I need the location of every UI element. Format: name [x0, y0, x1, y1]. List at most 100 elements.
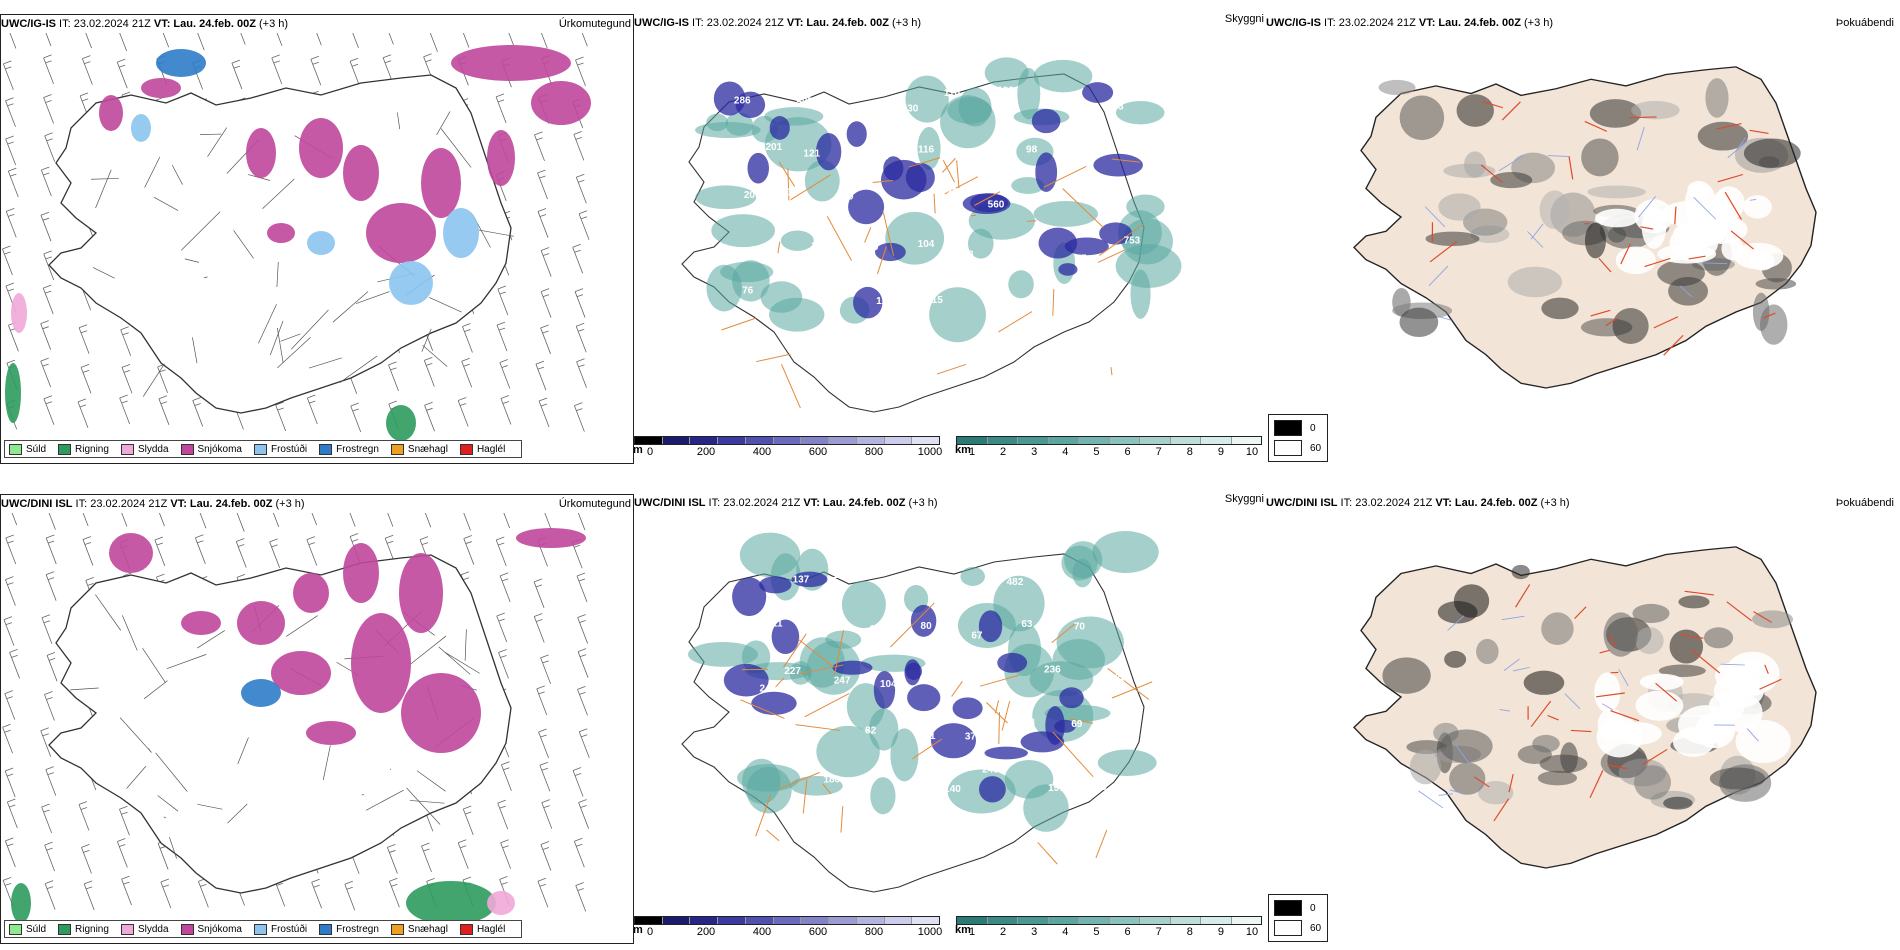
cloud-base-value: 148 [825, 300, 842, 311]
colorbar-tick-label: 0 [646, 446, 654, 458]
visibility-area [804, 159, 840, 202]
legend-label: Rigning [75, 923, 109, 935]
fog-index-map [1353, 546, 1817, 869]
wind-barb [306, 394, 318, 425]
colorbar-tick-label: 600 [808, 926, 828, 938]
visibility-area [1033, 200, 1098, 227]
visibility-area [905, 75, 949, 123]
wind-barb [540, 247, 552, 277]
road-segment [477, 229, 514, 237]
precip-areas [11, 528, 586, 923]
panel-name: Úrkomutegund [558, 498, 631, 510]
wind-barb [40, 211, 52, 242]
road-segment [840, 806, 844, 833]
precip-area [451, 45, 571, 81]
visibility-area [929, 287, 986, 343]
colorbar-swatch [1109, 917, 1140, 924]
colorbar-swatch [1048, 917, 1079, 924]
cloud-base-value: 63 [1021, 619, 1033, 630]
cloud-base-area [1035, 152, 1058, 193]
precip-area [487, 891, 515, 915]
wind-barb [119, 805, 130, 836]
cloud-base-value: 69 [1071, 719, 1083, 730]
wind-barb [537, 169, 548, 200]
road-segment [1107, 667, 1150, 700]
colorbar-swatch [635, 437, 663, 444]
panel-title: UWC/IG-IS IT: 23.02.2024 21Z VT: Lau. 24… [1266, 14, 1553, 32]
road-segment [822, 783, 832, 795]
road-segment [163, 816, 167, 819]
wind-barb [496, 321, 508, 352]
visibility-area [789, 661, 812, 685]
wind-barb [572, 243, 584, 274]
road-segment [1599, 649, 1610, 654]
colorbar-tick-label: 4 [1062, 926, 1069, 938]
fog-panel-row2: UWC/DINI ISL IT: 23.02.2024 21Z VT: Lau.… [1266, 494, 1900, 944]
legend-item-3: Snjókoma [180, 923, 242, 935]
cloud-base-value: 76 [742, 286, 754, 297]
fog-index-area [1584, 222, 1606, 259]
wind-barb [499, 359, 511, 389]
road-segment [1570, 729, 1592, 733]
fog-index-area [1399, 307, 1439, 337]
wind-barb [495, 536, 507, 567]
cloud-base-area [723, 663, 769, 697]
legend-item-5: Frostregn [319, 923, 379, 935]
colorbar-tick-label: 8 [1186, 446, 1193, 458]
road-segment [429, 297, 462, 313]
precip-area [443, 208, 479, 258]
road-segment [1590, 309, 1611, 317]
road-segment [802, 779, 808, 814]
cloud-base-area [846, 121, 867, 147]
colorbar-swatch [1201, 437, 1232, 444]
wind-barb [389, 877, 400, 908]
legend-item-0: Súld [9, 443, 46, 455]
cloud-base-value: 180 [823, 774, 840, 785]
wind-barb [272, 513, 280, 527]
wind-barb [463, 535, 475, 565]
wind-barb [577, 648, 589, 678]
colorbar-swatch [662, 437, 691, 444]
wind-barb [44, 691, 55, 721]
precip-area [389, 261, 433, 305]
wind-barb [577, 614, 589, 644]
wind-barb [82, 513, 89, 527]
cloud-base-value: 247 [834, 676, 851, 687]
road-segment [994, 700, 1000, 714]
precip-panel-row1: UWC/IG-IS IT: 23.02.2024 21Z VT: Lau. 24… [0, 14, 634, 464]
legend-item-4: Frostúði [253, 443, 307, 455]
cloud-base-value: 122 [847, 87, 864, 98]
road-segment [1482, 101, 1504, 109]
cloud-base-value: 137 [1115, 717, 1132, 728]
road-segment [998, 712, 1001, 744]
road-segment [766, 829, 780, 842]
road-segment [1655, 682, 1678, 702]
cloud-base-value: 80 [842, 191, 854, 202]
road-segment [1724, 191, 1742, 220]
fog-index-area [1437, 600, 1478, 624]
fog-index-area [1663, 796, 1693, 810]
river-segment [1499, 709, 1510, 712]
road-segment [322, 745, 331, 781]
road-segment [153, 196, 179, 211]
wind-barb [349, 513, 356, 527]
wind-barb [578, 728, 590, 758]
colorbar-swatch [690, 437, 719, 444]
cloud-base-area [978, 776, 1006, 803]
cloud-base-area [771, 619, 800, 655]
road-segment [142, 363, 165, 397]
cloud-base-area [848, 189, 885, 225]
cloud-base-value: 226 [897, 575, 914, 586]
wind-barb [574, 402, 585, 432]
cloud-base-value: 140 [991, 285, 1008, 296]
colorbar-swatches [956, 916, 1262, 925]
road-segment [780, 363, 801, 409]
wind-barb [424, 401, 435, 432]
fog-swatch-60 [1274, 440, 1302, 456]
cloud-base-value: 128 [833, 570, 850, 581]
valid-time: VT: Lau. 24.feb. 00Z [1435, 497, 1538, 509]
lead-time: (+3 h) [1537, 497, 1570, 509]
road-segment [833, 630, 844, 676]
cloud-base-colorbar: m 0 200 400 600 800 1000 [634, 436, 942, 459]
fog-index-area [1615, 246, 1656, 275]
